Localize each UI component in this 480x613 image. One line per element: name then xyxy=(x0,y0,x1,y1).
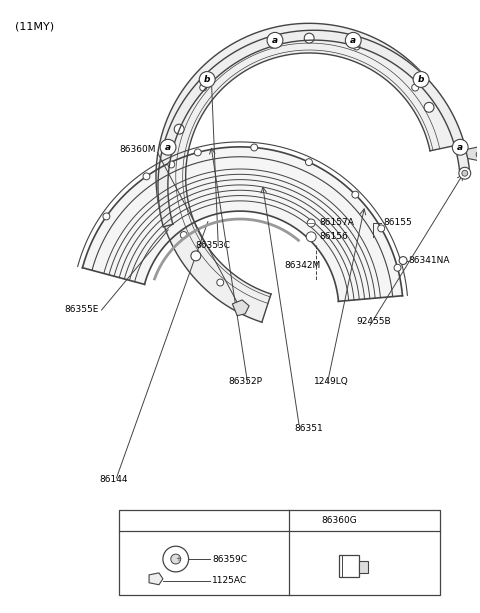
Text: 86355E: 86355E xyxy=(64,305,98,314)
Circle shape xyxy=(412,84,419,91)
Circle shape xyxy=(191,251,201,261)
Text: 92455B: 92455B xyxy=(357,318,391,326)
Text: b: b xyxy=(204,75,210,84)
Circle shape xyxy=(163,546,189,572)
Circle shape xyxy=(194,149,201,156)
Polygon shape xyxy=(158,30,470,227)
Circle shape xyxy=(305,159,312,166)
Text: 86341NA: 86341NA xyxy=(408,256,450,265)
Circle shape xyxy=(296,512,314,530)
Text: a: a xyxy=(165,143,171,152)
Text: 86156: 86156 xyxy=(319,232,348,242)
Text: 86144: 86144 xyxy=(100,476,128,484)
Circle shape xyxy=(452,139,468,155)
Text: 86342M: 86342M xyxy=(285,261,321,270)
Circle shape xyxy=(306,232,316,242)
Text: 86360M: 86360M xyxy=(120,145,156,154)
Circle shape xyxy=(424,102,434,112)
Circle shape xyxy=(304,33,314,43)
Bar xyxy=(339,555,359,577)
Text: a: a xyxy=(350,36,356,45)
Circle shape xyxy=(160,139,176,155)
Circle shape xyxy=(174,124,184,134)
Circle shape xyxy=(171,554,180,564)
Text: a: a xyxy=(457,143,463,152)
Circle shape xyxy=(378,225,384,232)
Circle shape xyxy=(270,39,277,47)
Circle shape xyxy=(103,213,110,220)
Bar xyxy=(120,509,440,595)
Polygon shape xyxy=(149,573,163,585)
Circle shape xyxy=(217,279,224,286)
Bar xyxy=(359,561,369,573)
Circle shape xyxy=(353,43,360,50)
Circle shape xyxy=(143,173,150,180)
Text: 86353C: 86353C xyxy=(195,241,230,250)
Polygon shape xyxy=(232,300,249,316)
Text: 86155: 86155 xyxy=(384,218,412,227)
Text: 86352P: 86352P xyxy=(228,376,262,386)
Text: 1249LQ: 1249LQ xyxy=(314,376,349,386)
Text: b: b xyxy=(418,75,424,84)
Circle shape xyxy=(307,219,315,227)
Text: 1125AC: 1125AC xyxy=(212,576,248,585)
Polygon shape xyxy=(156,23,459,322)
Circle shape xyxy=(251,144,258,151)
Text: 86157A: 86157A xyxy=(319,218,354,227)
Text: 86351: 86351 xyxy=(294,424,323,433)
Polygon shape xyxy=(83,147,402,302)
Circle shape xyxy=(394,264,401,271)
Circle shape xyxy=(346,32,361,48)
Polygon shape xyxy=(466,147,480,161)
Text: a: a xyxy=(272,36,278,45)
Text: b: b xyxy=(302,516,309,525)
Circle shape xyxy=(200,84,207,91)
Circle shape xyxy=(180,232,187,238)
Circle shape xyxy=(168,161,175,168)
Circle shape xyxy=(199,72,215,88)
Text: (11MY): (11MY) xyxy=(14,21,54,31)
Text: +: + xyxy=(176,556,181,562)
Circle shape xyxy=(352,191,359,198)
Text: 86360G: 86360G xyxy=(321,516,357,525)
Circle shape xyxy=(459,167,471,179)
Circle shape xyxy=(126,512,144,530)
Text: 86359C: 86359C xyxy=(212,555,247,563)
Circle shape xyxy=(413,72,429,88)
Circle shape xyxy=(476,151,480,158)
Text: a: a xyxy=(132,516,138,525)
Circle shape xyxy=(399,257,407,264)
Circle shape xyxy=(462,170,468,176)
Circle shape xyxy=(267,32,283,48)
